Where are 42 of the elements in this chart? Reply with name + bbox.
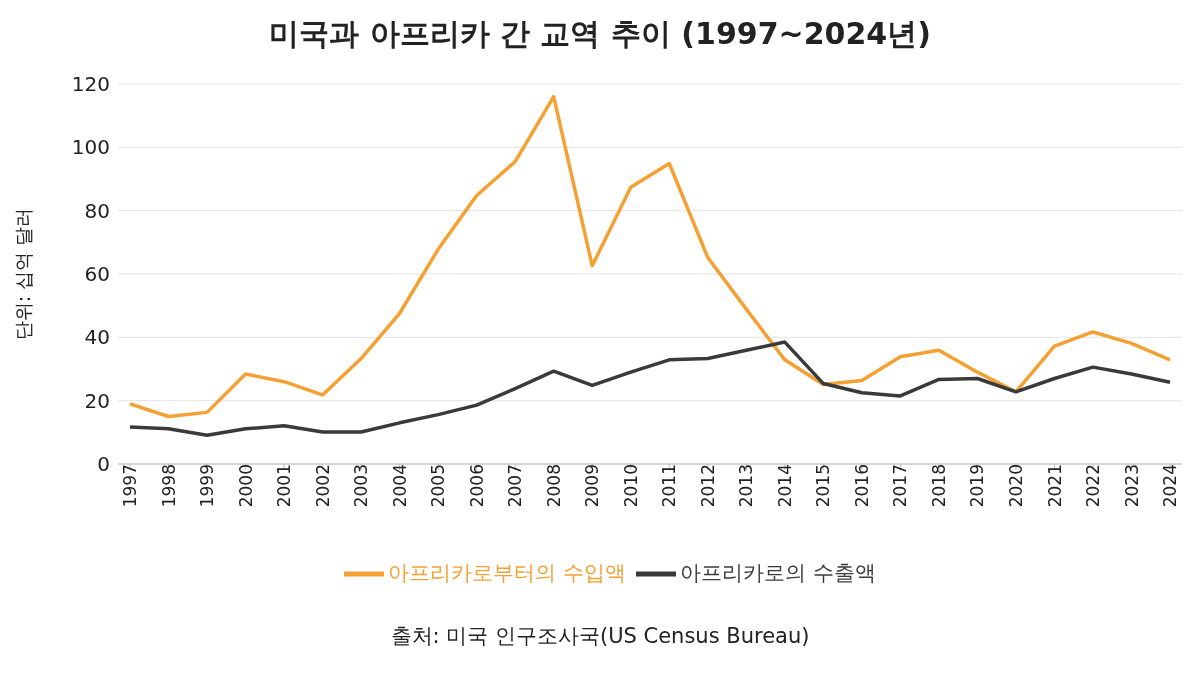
y-tick-label: 80 (84, 198, 110, 223)
source-note: 출처: 미국 인구조사국(US Census Bureau) (389, 623, 811, 650)
x-tick-label: 2017 (890, 464, 911, 508)
legend-label: 아프리카로의 수출액 (680, 561, 876, 585)
x-tick-label: 2007 (505, 464, 526, 508)
x-tick-label: 2004 (389, 464, 410, 508)
x-tick-label: 2023 (1121, 464, 1142, 508)
x-tick-label: 2005 (428, 464, 449, 508)
x-tick-label: 2014 (774, 464, 795, 508)
y-tick-label: 120 (71, 72, 110, 97)
x-tick-label: 2006 (466, 464, 487, 508)
y-tick-label: 0 (97, 452, 110, 477)
x-tick-label: 2019 (967, 464, 988, 508)
x-tick-label: 2016 (851, 464, 872, 508)
x-tick-label: 1998 (158, 464, 179, 508)
x-tick-label: 2018 (928, 464, 949, 508)
y-tick-label: 100 (71, 135, 110, 160)
x-tick-label: 2010 (620, 464, 641, 508)
line-series (128, 340, 1172, 437)
line-series (128, 94, 1172, 419)
x-tick-label: 2024 (1160, 464, 1181, 508)
x-tick-label: 1997 (120, 464, 141, 508)
x-tick-label: 2020 (1006, 464, 1026, 508)
y-tick-label: 60 (84, 262, 110, 287)
x-tick-label: 2008 (543, 464, 564, 508)
y-tick-label: 40 (84, 325, 110, 350)
x-tick-label: 2000 (235, 464, 256, 508)
x-tick-label: 2012 (697, 464, 718, 508)
legend-label: 아프리카로부터의 수입액 (388, 561, 626, 585)
chart-title: 미국과 아프리카 간 교역 추이 (1997~2024년) (268, 15, 932, 53)
x-tick-label: 2015 (813, 464, 834, 508)
x-tick-label: 2001 (274, 464, 295, 508)
x-tick-label: 2003 (351, 464, 372, 508)
y-tick-label: 20 (84, 388, 110, 413)
x-tick-label: 2011 (659, 464, 680, 508)
x-tick-label: 2022 (1083, 464, 1104, 508)
x-tick-label: 1999 (197, 464, 218, 508)
x-tick-label: 2002 (312, 464, 333, 508)
y-axis-title: 단위: 십억 달러 (11, 207, 34, 341)
x-tick-label: 2021 (1044, 464, 1065, 508)
x-tick-label: 2013 (736, 464, 757, 508)
x-tick-label: 2009 (582, 464, 603, 508)
